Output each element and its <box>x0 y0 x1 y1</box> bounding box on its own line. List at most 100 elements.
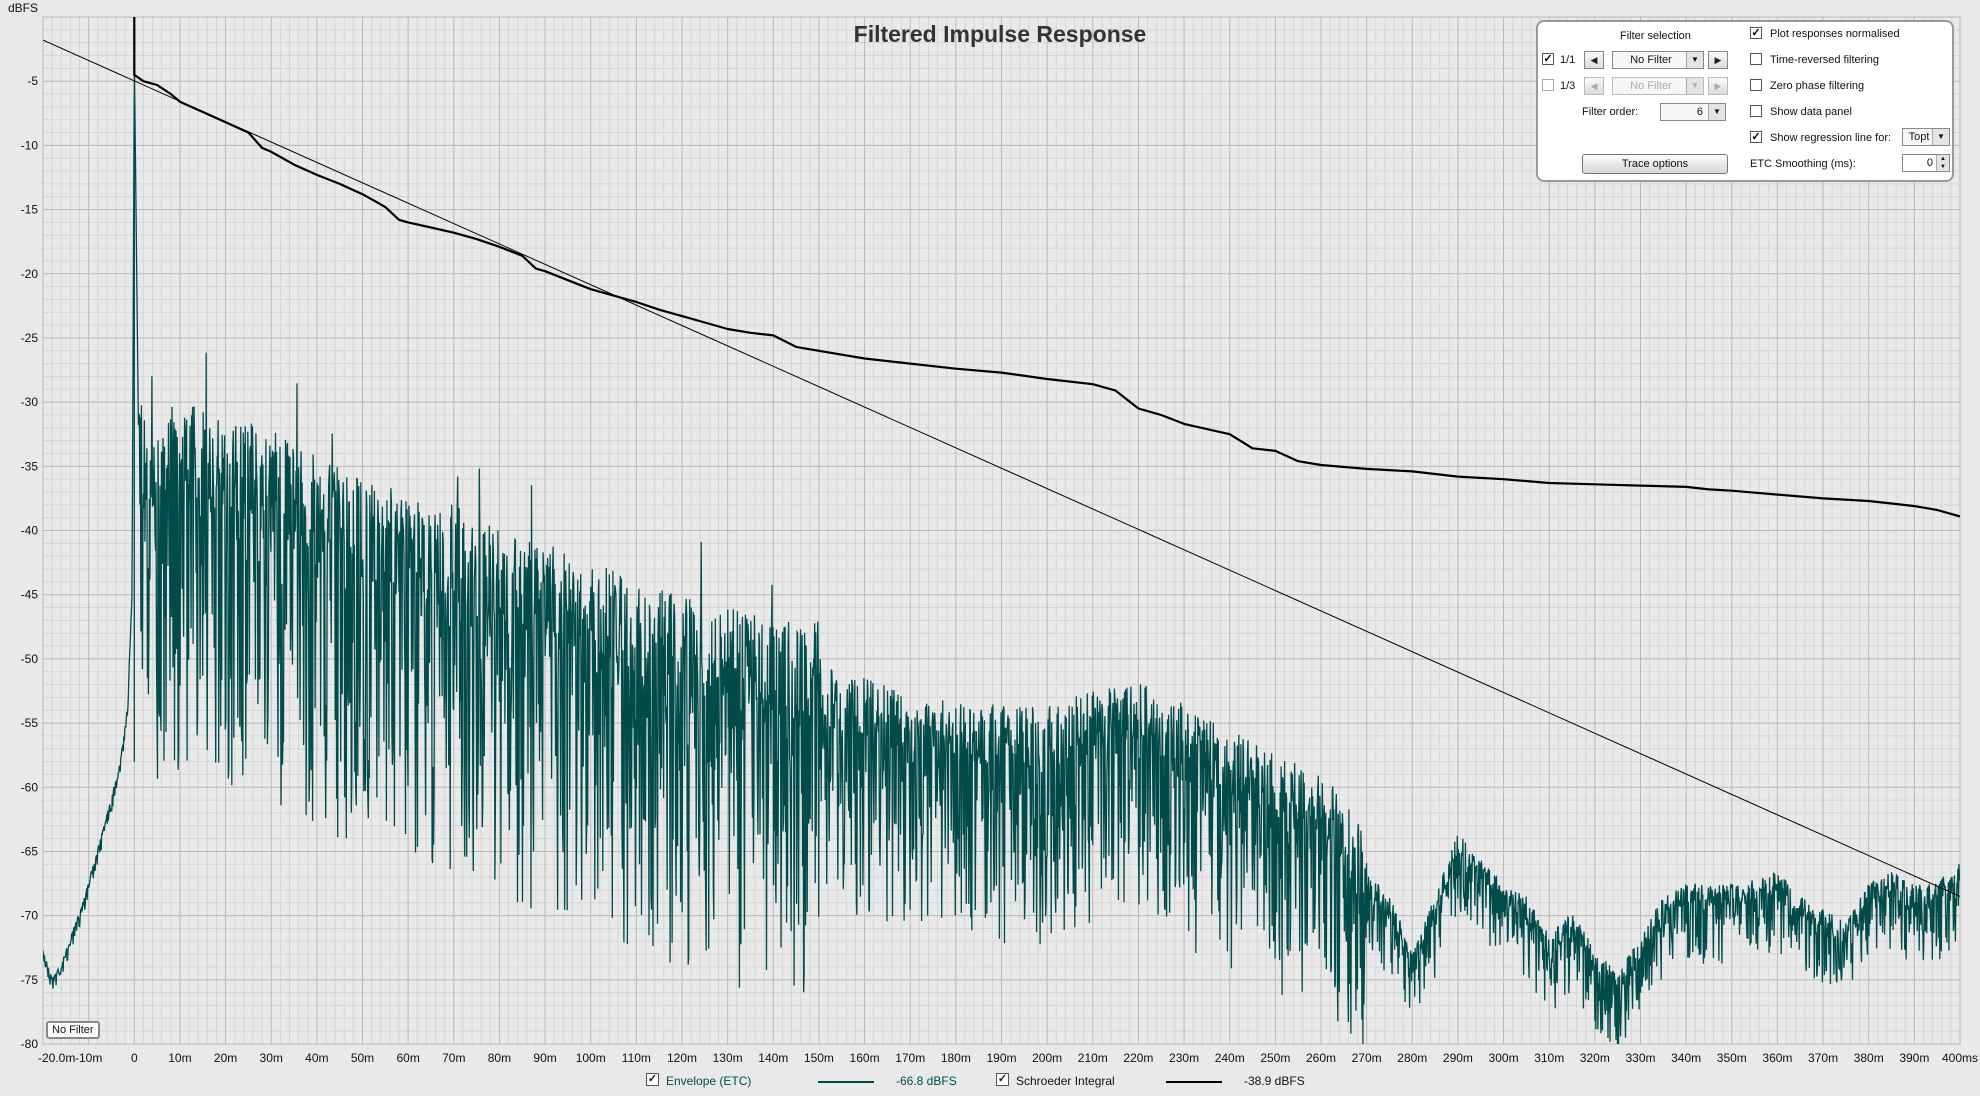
filter-row1-checkbox[interactable]: ✓ <box>1542 53 1554 65</box>
x-tick-label: 240m <box>1215 1051 1245 1065</box>
x-tick-label: 250m <box>1260 1051 1290 1065</box>
x-tick-label: 170m <box>895 1051 925 1065</box>
option-label-data-panel: Show data panel <box>1770 106 1852 118</box>
y-tick-label: -25 <box>21 331 39 345</box>
x-tick-label: 390m <box>1899 1051 1929 1065</box>
x-tick-label: 100m <box>576 1051 606 1065</box>
x-tick-label: 180m <box>941 1051 971 1065</box>
legend-schroeder-checkbox[interactable]: ✓ <box>996 1073 1009 1086</box>
x-tick-label: 200m <box>1032 1051 1062 1065</box>
y-tick-label: -50 <box>21 652 39 666</box>
x-tick-label: 10m <box>168 1051 191 1065</box>
etc-smoothing-value: 0 <box>1926 157 1933 169</box>
trace-options-button[interactable]: Trace options <box>1582 154 1728 174</box>
x-tick-label: 0 <box>131 1051 138 1065</box>
option-checkbox-regression[interactable]: ✓ <box>1750 131 1762 143</box>
regression-target-select[interactable]: Topt ▼ <box>1902 128 1950 146</box>
etc-smoothing-spinner[interactable]: 0 ▲ ▼ <box>1902 154 1950 172</box>
x-tick-label: 290m <box>1443 1051 1473 1065</box>
y-tick-label: -60 <box>21 780 39 794</box>
etc-smoothing-label: ETC Smoothing (ms): <box>1750 158 1856 170</box>
x-tick-label: 260m <box>1306 1051 1336 1065</box>
chevron-down-icon: ▼ <box>1686 52 1703 68</box>
x-tick-label: -20.0m <box>38 1051 75 1065</box>
chart-title: Filtered Impulse Response <box>854 21 1147 47</box>
x-tick-label: 50m <box>351 1051 374 1065</box>
x-tick-label: 300m <box>1489 1051 1519 1065</box>
plot-filter-tag: No Filter <box>46 1021 100 1039</box>
legend-envelope-swatch <box>818 1081 874 1083</box>
x-tick-label: -10m <box>75 1051 102 1065</box>
filter-row2-checkbox[interactable] <box>1542 79 1554 91</box>
y-tick-label: -45 <box>21 588 39 602</box>
y-tick-label: -75 <box>21 973 39 987</box>
x-tick-label: 140m <box>758 1051 788 1065</box>
option-checkbox-data-panel[interactable] <box>1750 105 1762 117</box>
y-tick-label: -35 <box>21 459 39 473</box>
filter-row2-next-button[interactable]: ▶ <box>1708 77 1728 95</box>
legend-envelope-checkbox[interactable]: ✓ <box>646 1073 659 1086</box>
filter-row2-value: No Filter <box>1630 80 1672 92</box>
x-tick-label: 270m <box>1352 1051 1382 1065</box>
schroeder-integral-line <box>133 17 1960 518</box>
filter-row2-prev-button[interactable]: ◀ <box>1584 77 1604 95</box>
x-tick-label: 320m <box>1580 1051 1610 1065</box>
x-tick-label: 160m <box>850 1051 880 1065</box>
filter-row2-select[interactable]: No Filter ▼ <box>1612 77 1704 95</box>
x-tick-label: 130m <box>713 1051 743 1065</box>
x-tick-label: 90m <box>533 1051 556 1065</box>
y-axis-label: dBFS <box>8 1 38 15</box>
filter-row1-value: No Filter <box>1630 54 1672 66</box>
y-tick-label: -15 <box>21 203 39 217</box>
x-tick-label: 220m <box>1123 1051 1153 1065</box>
x-tick-label: 120m <box>667 1051 697 1065</box>
filter-row1-prev-button[interactable]: ◀ <box>1584 51 1604 69</box>
legend-envelope-value: -66.8 dBFS <box>896 1074 957 1088</box>
x-tick-label: 330m <box>1625 1051 1655 1065</box>
y-tick-label: -70 <box>21 909 39 923</box>
chevron-down-icon: ▼ <box>1932 129 1949 145</box>
y-tick-label: -40 <box>21 524 39 538</box>
x-tick-label: 110m <box>622 1051 651 1065</box>
filter-row1-select[interactable]: No Filter ▼ <box>1612 51 1704 69</box>
x-tick-label: 280m <box>1397 1051 1427 1065</box>
y-tick-label: -65 <box>21 844 39 858</box>
y-tick-label: -5 <box>27 74 38 88</box>
filter-row2-label: 1/3 <box>1560 80 1576 92</box>
option-label-regression: Show regression line for: <box>1770 132 1892 144</box>
filter-row1-next-button[interactable]: ▶ <box>1708 51 1728 69</box>
spinner-arrows-icon[interactable]: ▲ ▼ <box>1936 155 1949 171</box>
option-checkbox-zero-phase[interactable] <box>1750 79 1762 91</box>
option-checkbox-time-reversed[interactable] <box>1750 53 1762 65</box>
x-tick-label: 150m <box>804 1051 834 1065</box>
x-tick-label: 60m <box>396 1051 419 1065</box>
envelope-etc-line <box>43 17 1960 1044</box>
regression-line <box>43 39 1960 897</box>
series-layer <box>43 17 1960 1044</box>
filter-row1-label: 1/1 <box>1560 54 1576 66</box>
legend-schroeder-swatch <box>1166 1081 1222 1083</box>
x-tick-label: 400ms <box>1942 1051 1978 1065</box>
legend-schroeder-label: Schroeder Integral <box>1016 1074 1115 1088</box>
x-tick-label: 370m <box>1808 1051 1838 1065</box>
x-tick-label: 230m <box>1169 1051 1199 1065</box>
filter-control-panel: Filter selection ✓ 1/1 ◀ No Filter ▼ ▶ 1… <box>1536 20 1954 182</box>
y-tick-label: -20 <box>21 267 39 281</box>
x-tick-label: 190m <box>986 1051 1016 1065</box>
option-checkbox-normalised[interactable]: ✓ <box>1750 27 1762 39</box>
x-tick-label: 20m <box>214 1051 237 1065</box>
filter-order-select[interactable]: 6 ▼ <box>1660 103 1726 121</box>
x-tick-label: 350m <box>1717 1051 1747 1065</box>
x-tick-label: 360m <box>1762 1051 1792 1065</box>
filter-selection-label: Filter selection <box>1620 30 1691 42</box>
x-tick-label: 380m <box>1854 1051 1884 1065</box>
x-tick-label: 40m <box>305 1051 328 1065</box>
option-label-normalised: Plot responses normalised <box>1770 28 1900 40</box>
x-tick-label: 80m <box>488 1051 511 1065</box>
x-tick-label: 310m <box>1534 1051 1564 1065</box>
x-tick-label: 340m <box>1671 1051 1701 1065</box>
legend-schroeder-value: -38.9 dBFS <box>1244 1074 1305 1088</box>
option-label-zero-phase: Zero phase filtering <box>1770 80 1865 92</box>
y-tick-label: -10 <box>21 138 39 152</box>
